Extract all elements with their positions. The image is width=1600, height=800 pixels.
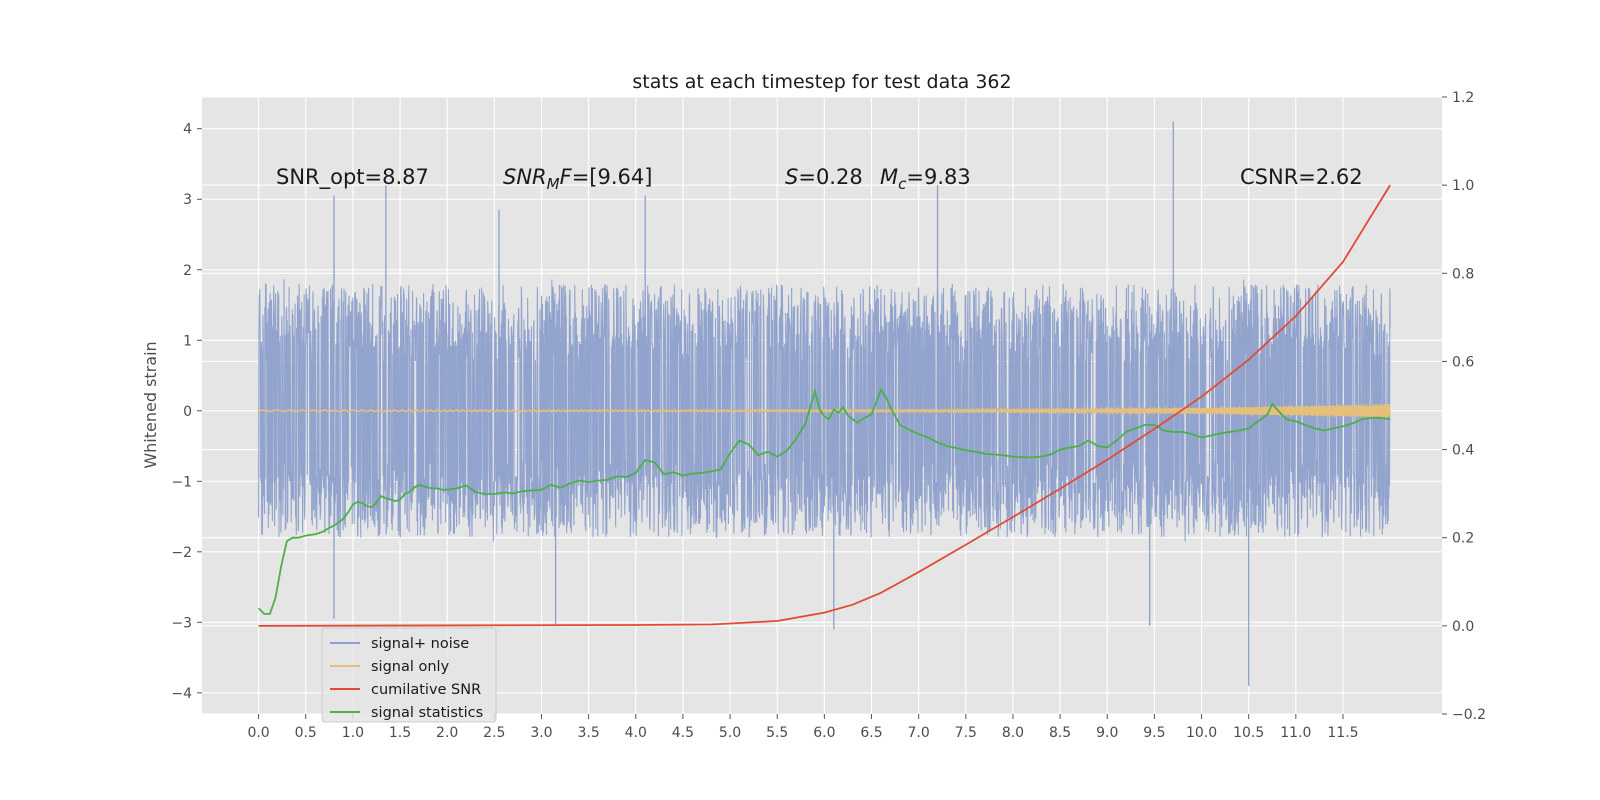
y2-tick-label: 0.8 — [1452, 266, 1474, 282]
legend-label: signal only — [371, 659, 450, 675]
annotation-snr-mf-main: SNR — [503, 165, 547, 189]
y-tick-label: −2 — [171, 545, 192, 561]
x-tick-label: 7.5 — [955, 725, 977, 741]
signal-noise-series — [258, 121, 1391, 686]
annotation-s-label: S — [785, 165, 798, 189]
chart-title: stats at each timestep for test data 362 — [632, 71, 1011, 93]
signal-only-line — [258, 403, 1391, 418]
x-tick-label: 5.0 — [719, 725, 741, 741]
y2-axis-ticks: 1.2 1.0 0.8 0.6 0.4 0.2 0.0 −0.2 — [1442, 90, 1486, 723]
signal-only-series — [258, 403, 1391, 418]
x-tick-label: 2.0 — [436, 725, 458, 741]
y-tick-label: −3 — [171, 615, 192, 631]
y-tick-label: 3 — [183, 192, 192, 208]
signal-noise-line — [258, 279, 1391, 542]
signal-statistics-series — [257, 387, 1391, 615]
y2-tick-label: 0.0 — [1452, 619, 1474, 635]
x-tick-label: 5.5 — [766, 725, 788, 741]
x-tick-label: 8.0 — [1002, 725, 1024, 741]
x-tick-label: 4.5 — [672, 725, 694, 741]
x-tick-label: 0.5 — [295, 725, 317, 741]
y2-tick-label: 1.0 — [1452, 178, 1474, 194]
y2-tick-label: −0.2 — [1452, 707, 1486, 723]
y-axis-label: Whitened strain — [141, 341, 160, 468]
cumulative-snr-series — [258, 184, 1391, 627]
x-tick-label: 9.5 — [1143, 725, 1165, 741]
x-tick-label: 10.5 — [1233, 725, 1264, 741]
x-axis-ticks: 0.0 0.5 1.0 1.5 2.0 2.5 3.0 3.5 4.0 4.5 5.0 5.5 6.0 6… — [247, 714, 1359, 741]
y-tick-label: −1 — [171, 474, 192, 490]
annotation-mc-value: =9.83 — [906, 165, 970, 189]
cumulative-snr-line — [258, 184, 1391, 627]
y-tick-label: 2 — [183, 263, 192, 279]
x-tick-label: 6.5 — [860, 725, 882, 741]
x-tick-label: 1.0 — [342, 725, 364, 741]
y-axis-ticks: 4 3 2 1 0 −1 −2 −3 −4 — [171, 122, 202, 702]
x-tick-label: 4.0 — [625, 725, 647, 741]
legend: signal+ noise signal only cumilative SNR si… — [321, 627, 497, 723]
x-tick-label: 3.0 — [530, 725, 552, 741]
x-tick-label: 0.0 — [247, 725, 269, 741]
x-tick-label: 9.0 — [1096, 725, 1118, 741]
legend-label: cumilative SNR — [371, 682, 481, 698]
legend-box — [321, 627, 497, 723]
annotation-csnr: CSNR=2.62 — [1240, 165, 1363, 189]
legend-label: signal statistics — [371, 705, 483, 721]
annotation-s-value: =0.28 — [798, 165, 862, 189]
x-tick-label: 10.0 — [1186, 725, 1217, 741]
annotation-snr-opt: SNR_opt=8.87 — [276, 165, 429, 190]
annotation-snr-mf-rest: =[9.64] — [572, 165, 653, 189]
annotation-mc-label: M — [880, 165, 898, 189]
x-tick-label: 6.0 — [813, 725, 835, 741]
annotation-mc-sub: c — [898, 175, 907, 193]
y2-tick-label: 0.4 — [1452, 443, 1474, 459]
x-tick-label: 2.5 — [483, 725, 505, 741]
y2-tick-label: 1.2 — [1452, 90, 1474, 106]
signal-statistics-line — [257, 387, 1391, 615]
y-tick-label: 4 — [183, 122, 192, 138]
y2-tick-label: 0.2 — [1452, 531, 1474, 547]
x-tick-label: 1.5 — [389, 725, 411, 741]
y2-tick-label: 0.6 — [1452, 354, 1474, 370]
x-tick-label: 3.5 — [577, 725, 599, 741]
annotation-snr-mf: SNRMF=[9.64] — [503, 165, 652, 193]
x-tick-label: 11.0 — [1280, 725, 1311, 741]
x-tick-label: 11.5 — [1327, 725, 1358, 741]
x-tick-label: 8.5 — [1049, 725, 1071, 741]
x-tick-label: 7.0 — [908, 725, 930, 741]
y-tick-label: 0 — [183, 404, 192, 420]
annotation-snr-mf-sub: M — [547, 175, 560, 193]
y-tick-label: −4 — [171, 686, 192, 702]
y-tick-label: 1 — [183, 333, 192, 349]
annotation-snr-mf-rest-f: F — [560, 165, 573, 189]
annotation-s: S=0.28 — [785, 165, 863, 189]
legend-label: signal+ noise — [371, 636, 469, 652]
annotation-mc: Mc=9.83 — [880, 165, 971, 193]
